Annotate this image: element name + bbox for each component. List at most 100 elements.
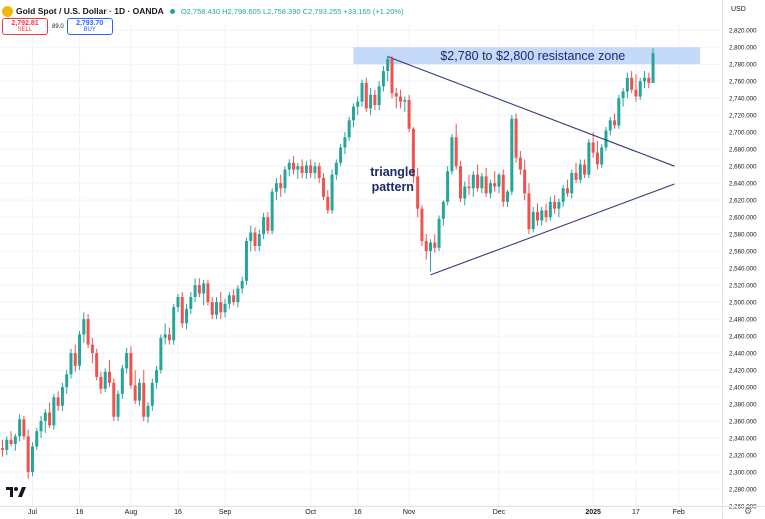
- candle[interactable]: [146, 402, 150, 423]
- candle[interactable]: [651, 48, 655, 83]
- candle[interactable]: [262, 212, 266, 240]
- candle[interactable]: [309, 159, 313, 179]
- candle[interactable]: [180, 291, 184, 328]
- candle[interactable]: [189, 291, 193, 314]
- candle[interactable]: [377, 81, 381, 111]
- candle[interactable]: [95, 348, 99, 381]
- candle[interactable]: [437, 215, 441, 252]
- candle[interactable]: [326, 189, 330, 214]
- candle[interactable]: [476, 164, 480, 192]
- candle[interactable]: [536, 203, 539, 226]
- candle[interactable]: [399, 89, 403, 109]
- candle[interactable]: [381, 65, 385, 92]
- candle[interactable]: [43, 409, 47, 433]
- candle[interactable]: [433, 234, 437, 253]
- candle[interactable]: [210, 297, 214, 320]
- buy-button[interactable]: 2,793.70 BUY: [66, 18, 113, 35]
- candle[interactable]: [103, 368, 107, 393]
- candle[interactable]: [322, 172, 325, 201]
- candle[interactable]: [296, 162, 300, 179]
- candle[interactable]: [108, 359, 111, 388]
- candle[interactable]: [30, 442, 34, 477]
- candle[interactable]: [60, 382, 64, 411]
- candle[interactable]: [463, 181, 467, 206]
- candle[interactable]: [420, 205, 424, 247]
- candle[interactable]: [454, 123, 458, 170]
- candle[interactable]: [647, 72, 651, 89]
- candle[interactable]: [219, 291, 223, 320]
- candle[interactable]: [159, 334, 163, 374]
- candle[interactable]: [274, 178, 278, 201]
- candle[interactable]: [279, 174, 283, 197]
- candle[interactable]: [587, 138, 591, 179]
- candle[interactable]: [215, 297, 218, 320]
- candle[interactable]: [446, 166, 450, 206]
- candle[interactable]: [497, 172, 501, 194]
- sell-button[interactable]: 2,792.81 SELL: [2, 18, 48, 35]
- candle[interactable]: [373, 89, 377, 111]
- candle[interactable]: [48, 402, 52, 428]
- candle[interactable]: [257, 229, 261, 252]
- candle[interactable]: [227, 291, 231, 309]
- candle[interactable]: [236, 285, 240, 308]
- candle[interactable]: [617, 94, 621, 129]
- candle[interactable]: [565, 179, 569, 197]
- candle[interactable]: [523, 159, 527, 201]
- candle[interactable]: [544, 203, 548, 223]
- candle[interactable]: [69, 348, 73, 379]
- candle[interactable]: [304, 161, 308, 179]
- candle[interactable]: [5, 436, 9, 456]
- candle[interactable]: [347, 116, 351, 141]
- candle[interactable]: [608, 116, 612, 136]
- candle[interactable]: [506, 189, 510, 207]
- candle[interactable]: [578, 159, 582, 184]
- candle[interactable]: [514, 113, 518, 163]
- candle[interactable]: [540, 206, 544, 226]
- candle[interactable]: [266, 212, 270, 235]
- candle[interactable]: [458, 161, 462, 202]
- candle[interactable]: [351, 103, 355, 128]
- candle[interactable]: [26, 429, 30, 479]
- time-axis[interactable]: Jul 16 Aug 16 Sep Oct 16 Nov Dec 2025 17 Feb: [0, 506, 765, 517]
- candle[interactable]: [78, 330, 82, 371]
- candle[interactable]: [634, 74, 638, 102]
- candle[interactable]: [202, 280, 206, 306]
- candle[interactable]: [510, 115, 514, 196]
- candle[interactable]: [163, 323, 167, 345]
- candle[interactable]: [155, 365, 159, 389]
- candle[interactable]: [339, 144, 343, 167]
- candle[interactable]: [621, 88, 625, 107]
- candle[interactable]: [249, 225, 253, 252]
- candle[interactable]: [450, 133, 454, 175]
- candle[interactable]: [334, 159, 338, 180]
- candle[interactable]: [364, 77, 368, 112]
- candle[interactable]: [625, 72, 629, 99]
- candle[interactable]: [480, 172, 484, 194]
- candle[interactable]: [39, 415, 43, 439]
- candle[interactable]: [129, 346, 133, 389]
- currency-label[interactable]: USD: [731, 6, 746, 13]
- candle[interactable]: [441, 200, 445, 226]
- gear-icon[interactable]: ⚙: [744, 506, 753, 516]
- candle[interactable]: [206, 280, 210, 306]
- candle[interactable]: [244, 237, 248, 286]
- candle[interactable]: [197, 278, 201, 298]
- candle[interactable]: [82, 312, 86, 343]
- candle[interactable]: [99, 371, 103, 394]
- candle[interactable]: [172, 303, 176, 345]
- candle[interactable]: [604, 127, 608, 151]
- candle[interactable]: [253, 227, 257, 252]
- candle[interactable]: [643, 71, 646, 89]
- candle[interactable]: [13, 433, 17, 451]
- candle[interactable]: [591, 132, 595, 158]
- candle[interactable]: [86, 314, 90, 348]
- candle[interactable]: [386, 55, 390, 82]
- candle[interactable]: [343, 132, 347, 155]
- candle[interactable]: [313, 161, 317, 179]
- symbol-title[interactable]: Gold Spot / U.S. Dollar · 1D · OANDA: [16, 6, 164, 16]
- candle[interactable]: [553, 195, 557, 214]
- candle[interactable]: [223, 298, 227, 318]
- candle[interactable]: [52, 393, 56, 430]
- candle[interactable]: [570, 169, 574, 199]
